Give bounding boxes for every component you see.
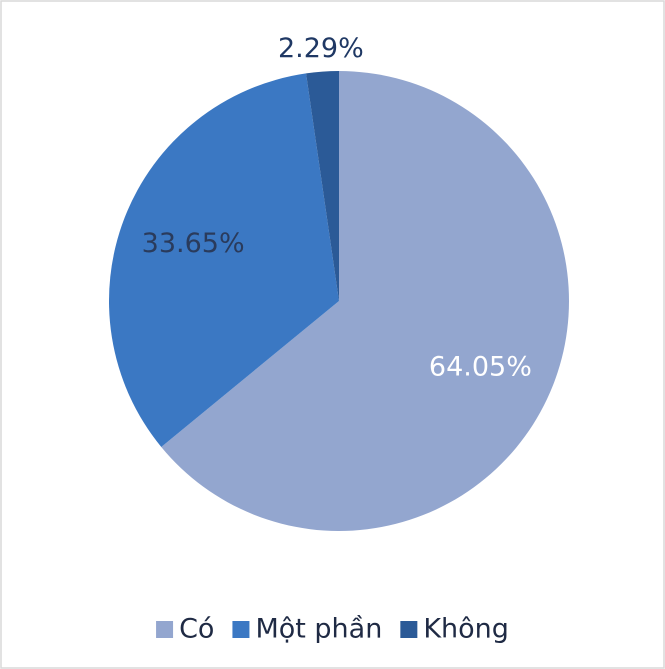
pie-slice [306,71,339,301]
legend-swatch [400,621,418,638]
legend-label: Không [423,614,509,645]
legend-swatch [156,621,174,638]
data-label: 33.65% [142,228,245,259]
legend: Có Một phần Không [156,614,509,645]
legend-swatch [232,621,250,638]
pie-slice [161,71,569,531]
data-labels: 64.05% 33.65% 2.29% [142,33,532,382]
pie [109,71,569,531]
legend-label: Có [179,614,214,645]
data-label: 2.29% [278,33,364,64]
pie-slice [109,73,340,447]
legend-label: Một phần [255,614,382,645]
data-label: 64.05% [429,351,532,382]
